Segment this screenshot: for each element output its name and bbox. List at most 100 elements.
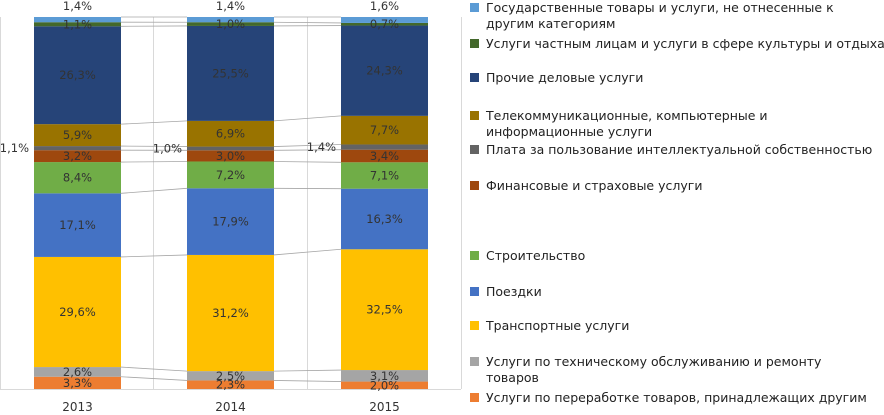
legend: Государственные товары и услуги, не отне… bbox=[470, 0, 884, 405]
legend-swatch-3 bbox=[470, 287, 479, 296]
data-label-s4-c0: 8,4% bbox=[63, 171, 92, 185]
data-label-s2-c2: 32,5% bbox=[366, 303, 403, 317]
connector-s6-c0 bbox=[120, 145, 188, 147]
data-label-s6-c2: 1,4% bbox=[307, 140, 336, 154]
legend-label-8-0: Прочие деловые услуги bbox=[486, 70, 643, 85]
connector-s1-c0 bbox=[120, 366, 188, 372]
bar-segment-s4-c1 bbox=[187, 161, 274, 189]
bar-segment-s9-c1 bbox=[187, 22, 274, 26]
legend-label-7-0: Телекоммуникационные, компьютерные и bbox=[485, 108, 768, 123]
legend-label-6-0: Плата за пользование интеллектуальной со… bbox=[486, 142, 872, 157]
legend-label-9-0: Услуги частным лицам и услуги в сфере ку… bbox=[486, 36, 884, 51]
bar-segment-s1-c2 bbox=[341, 370, 428, 382]
bar-segment-s0-c1 bbox=[187, 380, 274, 389]
bar-segment-s0-c2 bbox=[341, 381, 428, 389]
bar-segment-s10-c2 bbox=[341, 17, 428, 23]
data-label-s5-c0: 3,2% bbox=[63, 149, 92, 163]
data-label-s5-c1: 3,0% bbox=[216, 149, 245, 163]
data-label-s0-c1: 2,3% bbox=[216, 378, 245, 392]
bar-segment-s8-c2 bbox=[341, 25, 428, 116]
data-label-s2-c0: 29,6% bbox=[59, 305, 96, 319]
data-label-s7-c0: 5,9% bbox=[63, 128, 92, 142]
bar-segment-s6-c1 bbox=[187, 146, 274, 151]
data-label-s10-c2: 1,6% bbox=[370, 0, 399, 13]
legend-label-3-0: Поездки bbox=[486, 284, 542, 299]
legend-swatch-7 bbox=[470, 111, 479, 120]
data-label-s3-c0: 17,1% bbox=[59, 218, 96, 232]
x-tick-2014: 2014 bbox=[215, 400, 246, 414]
bar-segment-s9-c2 bbox=[341, 22, 428, 26]
connector-s2-c1 bbox=[273, 248, 342, 256]
bar-segment-s2-c2 bbox=[341, 249, 428, 371]
data-label-s6-c1: 1,0% bbox=[153, 141, 182, 155]
bar-segment-s0-c0 bbox=[34, 376, 121, 389]
connector-s1-c1 bbox=[273, 369, 342, 372]
bar-segment-s10-c1 bbox=[187, 17, 274, 23]
connector-s3-c0 bbox=[120, 187, 188, 194]
bar-segment-s2-c1 bbox=[187, 254, 274, 372]
legend-label-4-0: Строительство bbox=[486, 248, 585, 263]
bar-segment-s6-c2 bbox=[341, 144, 428, 150]
connector-s9-c1 bbox=[273, 21, 342, 24]
legend-swatch-0 bbox=[470, 393, 479, 402]
connector-s0-c0 bbox=[120, 376, 188, 381]
bar-segment-s5-c0 bbox=[34, 150, 121, 163]
data-label-s0-c0: 3,3% bbox=[63, 376, 92, 390]
bar-segment-s5-c1 bbox=[187, 150, 274, 162]
data-label-s8-c0: 26,3% bbox=[59, 68, 96, 82]
bar-segment-s7-c1 bbox=[187, 120, 274, 147]
bar-segment-s2-c0 bbox=[34, 256, 121, 368]
connector-s7-c0 bbox=[120, 120, 188, 125]
data-label-s10-c1: 1,4% bbox=[216, 0, 245, 13]
data-labels: 3,3% 2,3% 2,0% 2,6% 2,5% 3,1% 29,6% 31,2% 32,5% 1… bbox=[0, 0, 403, 392]
bar-segment-s7-c2 bbox=[341, 115, 428, 145]
data-label-s0-c2: 2,0% bbox=[370, 378, 399, 392]
data-label-s6-c0: 1,1% bbox=[0, 141, 29, 155]
legend-label-0-0: Услуги по переработке товаров, принадлеж… bbox=[486, 390, 867, 405]
connector-s4-c0 bbox=[120, 161, 188, 163]
data-label-s5-c2: 3,4% bbox=[370, 149, 399, 163]
data-label-s4-c1: 7,2% bbox=[216, 168, 245, 182]
data-label-s3-c2: 16,3% bbox=[366, 212, 403, 226]
data-label-s1-c1: 2,5% bbox=[216, 369, 245, 383]
legend-label-10-1: другим категориям bbox=[486, 16, 615, 31]
data-label-s9-c1: 1,0% bbox=[216, 17, 245, 31]
data-label-s10-c0: 1,4% bbox=[63, 0, 92, 13]
bar-segment-s3-c2 bbox=[341, 188, 428, 250]
gridlines bbox=[0, 17, 462, 390]
data-label-s3-c1: 17,9% bbox=[212, 215, 249, 229]
legend-swatch-1 bbox=[470, 357, 479, 366]
legend-label-7-1: информационные услуги bbox=[486, 124, 652, 139]
bar-segment-s10-c0 bbox=[34, 17, 121, 23]
data-label-s8-c2: 24,3% bbox=[366, 64, 403, 78]
data-label-s7-c2: 7,7% bbox=[370, 123, 399, 137]
legend-swatch-8 bbox=[470, 73, 479, 82]
legend-swatch-6 bbox=[470, 145, 479, 154]
bar-segment-s8-c0 bbox=[34, 26, 121, 125]
data-label-s7-c1: 6,9% bbox=[216, 127, 245, 141]
connector-s0-c1 bbox=[273, 380, 342, 382]
legend-swatch-4 bbox=[470, 251, 479, 260]
bar-segment-s3-c1 bbox=[187, 188, 274, 255]
data-label-s1-c0: 2,6% bbox=[63, 365, 92, 379]
data-label-s1-c2: 3,1% bbox=[370, 369, 399, 383]
legend-swatch-10 bbox=[470, 3, 479, 12]
data-label-s9-c0: 1,1% bbox=[63, 17, 92, 31]
bar-segment-s3-c0 bbox=[34, 193, 121, 257]
bar-segment-s5-c2 bbox=[341, 149, 428, 163]
bar-segment-s1-c1 bbox=[187, 371, 274, 381]
legend-label-5-0: Финансовые и страховые услуги bbox=[486, 178, 702, 193]
data-label-s4-c2: 7,1% bbox=[370, 168, 399, 182]
bar-segment-s1-c0 bbox=[34, 367, 121, 377]
legend-label-1-0: Услуги по техническому обслуживанию и ре… bbox=[486, 354, 822, 369]
bar-segment-s7-c0 bbox=[34, 124, 121, 147]
data-label-s2-c1: 31,2% bbox=[212, 306, 249, 320]
legend-label-10-0: Государственные товары и услуги, не отне… bbox=[486, 0, 834, 15]
x-axis-ticks: 2013 2014 2015 bbox=[62, 400, 400, 414]
bar-segment-s4-c0 bbox=[34, 162, 121, 194]
legend-swatch-2 bbox=[470, 321, 479, 330]
x-tick-2015: 2015 bbox=[369, 400, 400, 414]
data-label-s8-c1: 25,5% bbox=[212, 66, 249, 80]
bar-segment-s8-c1 bbox=[187, 25, 274, 121]
